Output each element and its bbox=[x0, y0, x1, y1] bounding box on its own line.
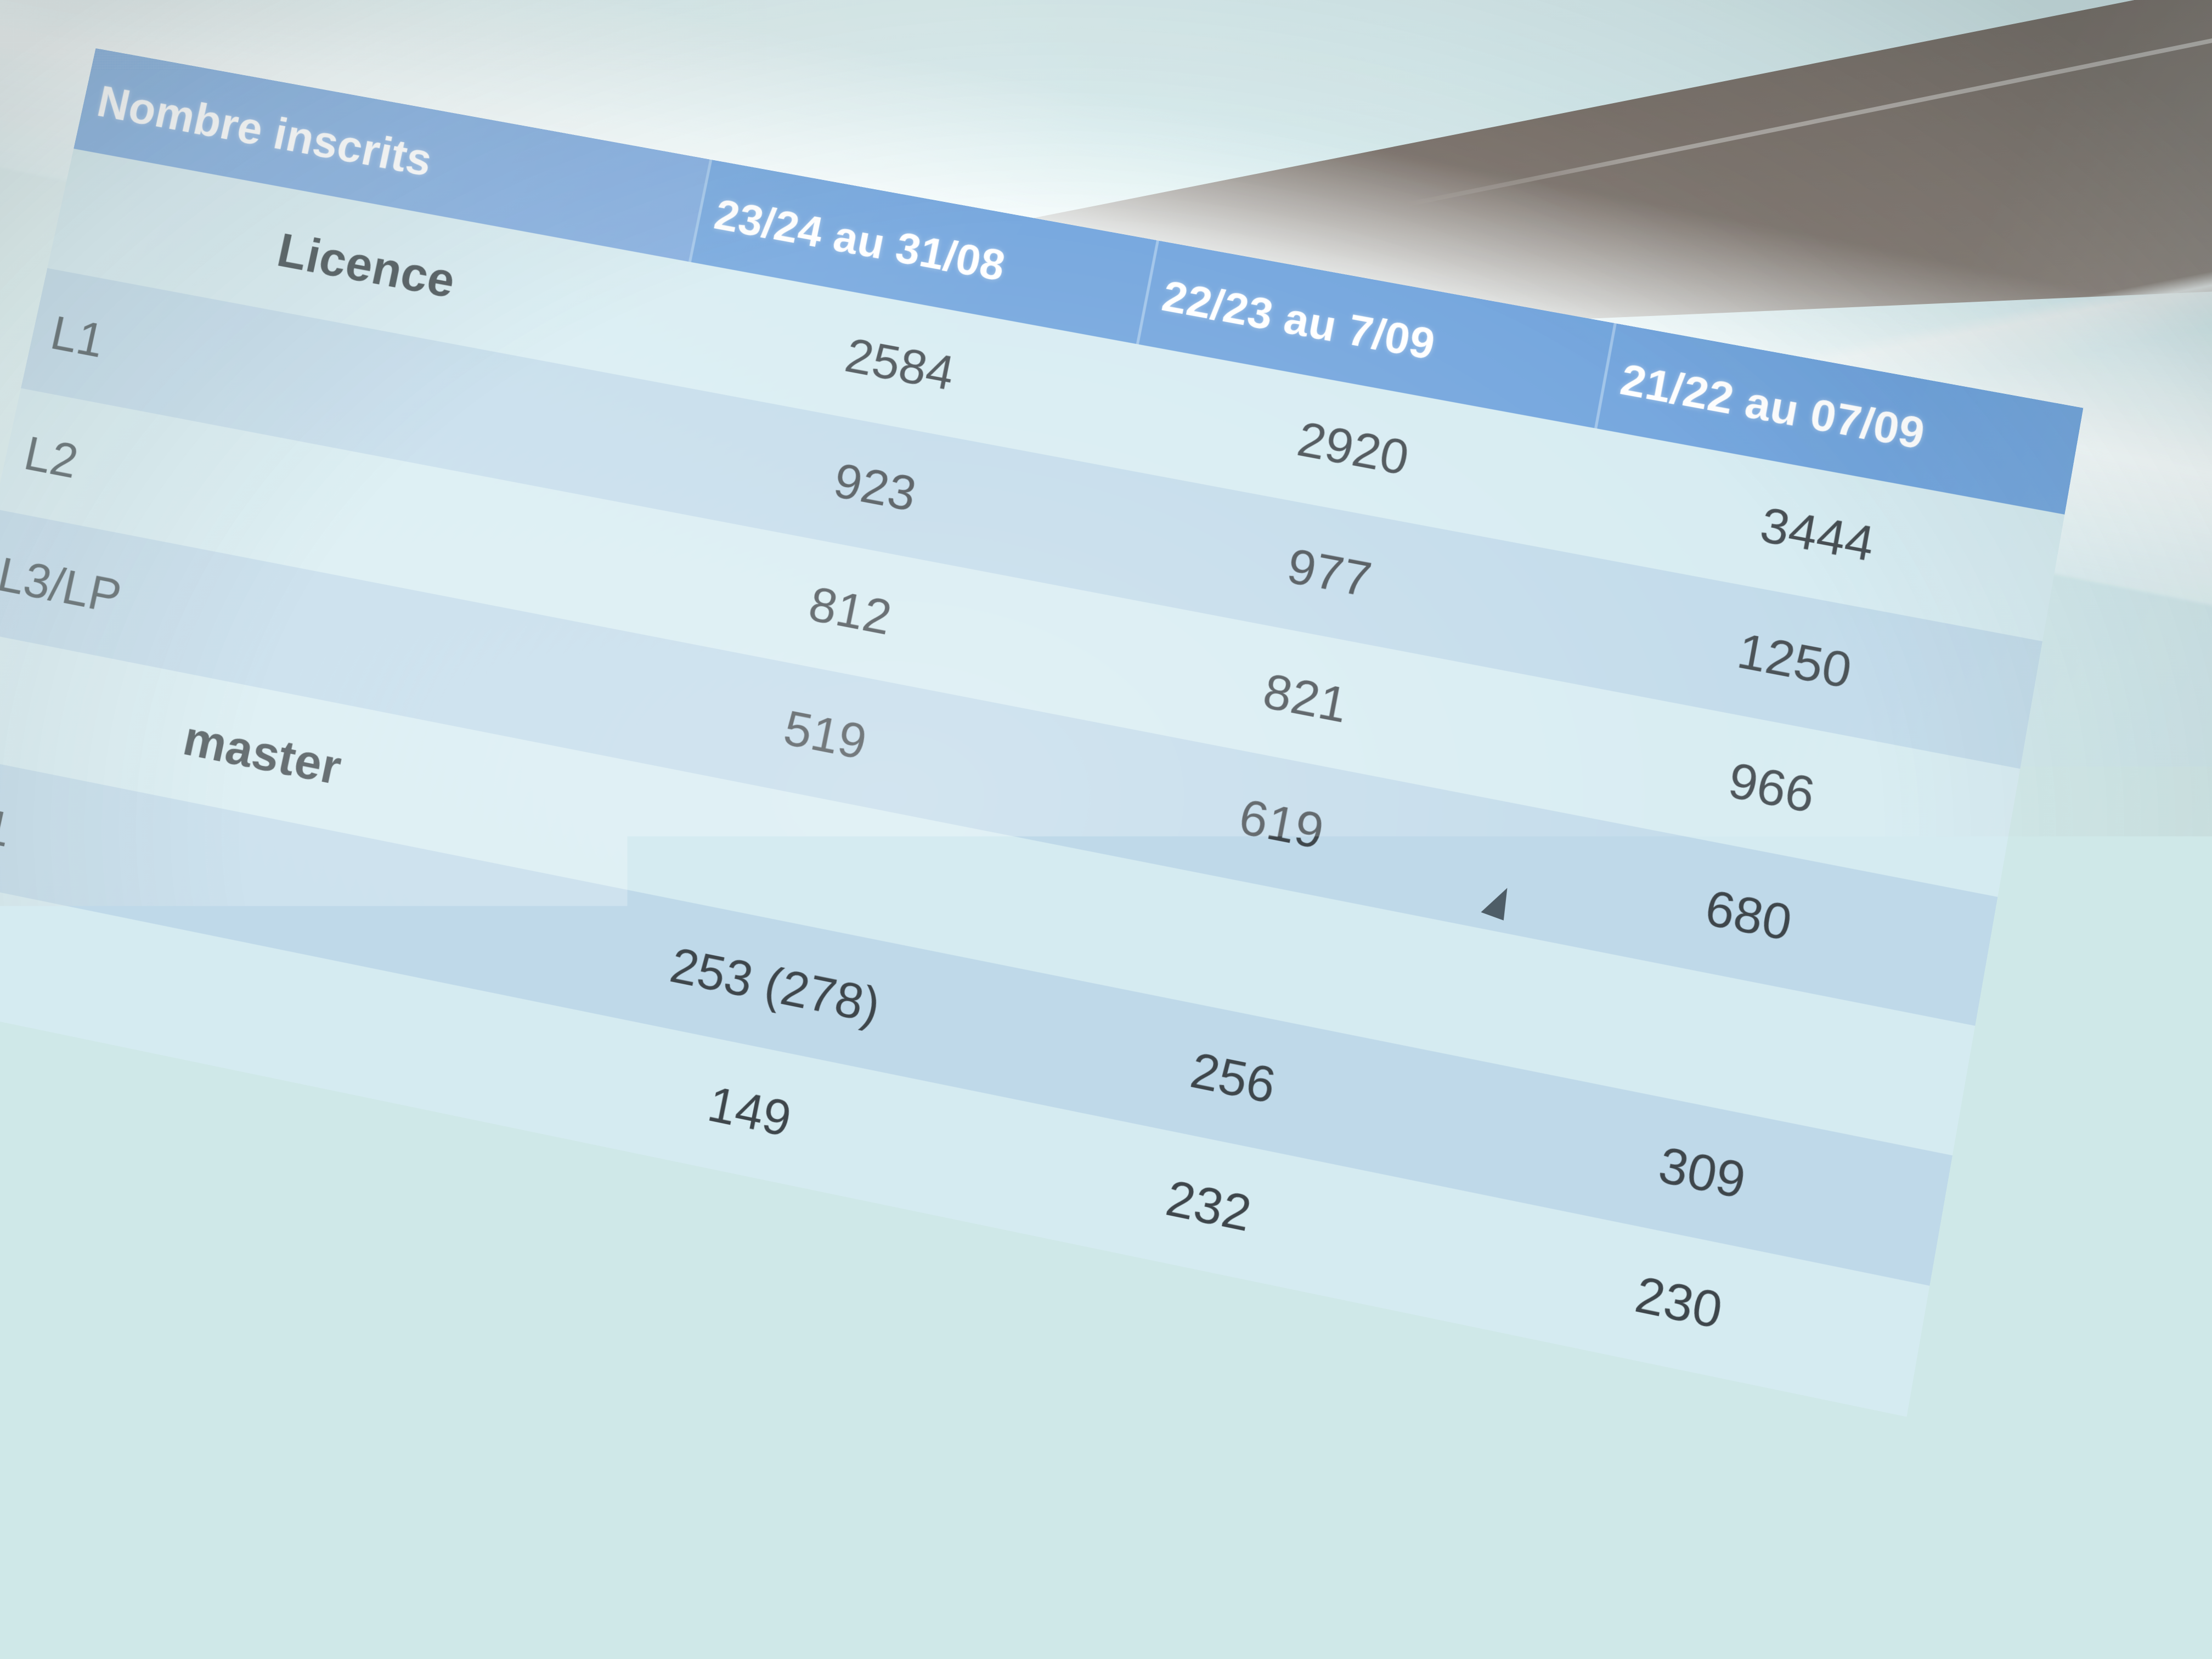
enrolment-table: Nombre inscrits 23/24 au 31/08 22/23 au … bbox=[0, 48, 2083, 1417]
projected-slide-photo: Nombre inscrits 23/24 au 31/08 22/23 au … bbox=[0, 0, 2212, 1659]
table-body: Licence 2584 2920 3444 L1 923 977 1250 L… bbox=[0, 149, 2064, 1417]
slide-stage: Nombre inscrits 23/24 au 31/08 22/23 au … bbox=[0, 0, 2212, 1659]
slide-surface: Nombre inscrits 23/24 au 31/08 22/23 au … bbox=[0, 48, 2164, 1659]
